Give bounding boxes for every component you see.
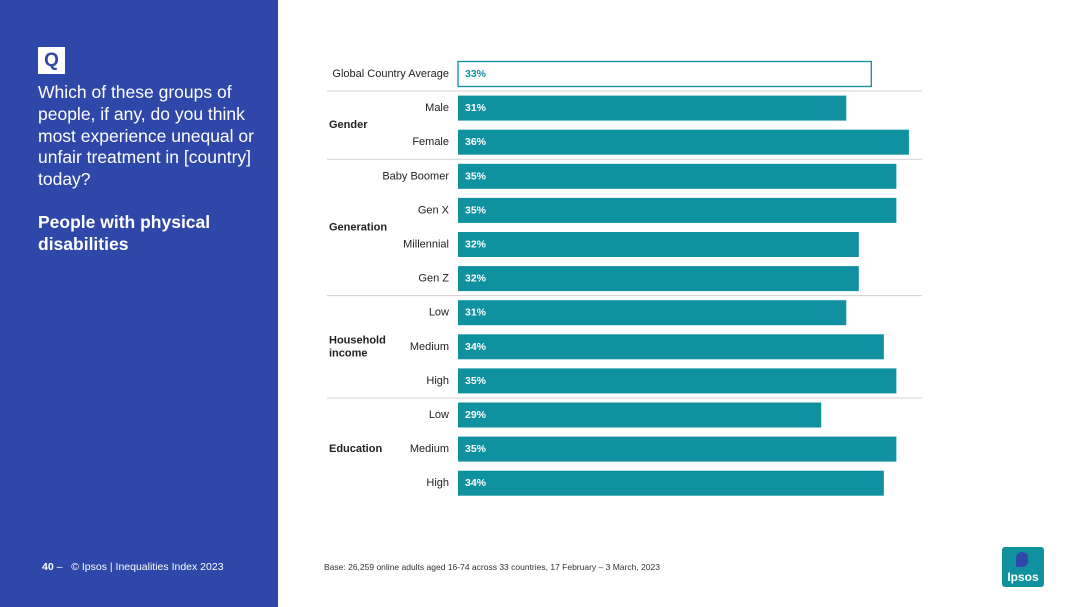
group-label: income — [329, 347, 368, 359]
bar — [458, 334, 884, 360]
data-label: 29% — [465, 409, 487, 421]
row-label: Millennial — [403, 239, 449, 251]
row-label: Medium — [410, 443, 449, 455]
row-label: Low — [429, 307, 449, 319]
bar — [458, 436, 897, 462]
ipsos-logo: Ipsos — [1002, 547, 1044, 587]
footer-source: 40 – © Ipsos | Inequalities Index 2023 — [42, 561, 224, 573]
row-label: Female — [412, 136, 449, 148]
group-label: Education — [329, 443, 382, 455]
data-label: 35% — [465, 204, 487, 216]
row-label: Gen X — [418, 204, 450, 216]
group-label: Generation — [329, 221, 387, 233]
bar — [458, 197, 897, 223]
question-badge: Q — [38, 47, 65, 74]
footer-copyright: © Ipsos | Inequalities Index 2023 — [71, 561, 224, 573]
data-label: 36% — [465, 136, 487, 148]
bar — [458, 470, 884, 496]
topic-title: People with physical disabilities — [38, 212, 211, 254]
bar — [458, 232, 859, 257]
group-label: Household — [329, 334, 386, 346]
row-label: Global Country Average — [332, 68, 449, 80]
bar — [458, 300, 847, 326]
footer-dash: – — [56, 561, 63, 573]
data-label: 33% — [465, 68, 487, 80]
data-label: 32% — [465, 273, 487, 285]
data-label: 35% — [465, 375, 487, 387]
average-bar — [457, 60, 872, 88]
data-label: 34% — [465, 477, 487, 489]
data-label: 35% — [465, 170, 487, 182]
base-note: Base: 26,259 online adults aged 16-74 ac… — [324, 562, 660, 572]
row-label: Low — [429, 409, 449, 421]
row-label: High — [426, 375, 449, 387]
row-label: High — [426, 477, 449, 489]
data-label: 35% — [465, 443, 487, 455]
bar — [458, 402, 822, 428]
bar — [458, 163, 897, 189]
row-label: Gen Z — [418, 273, 449, 285]
row-label: Medium — [410, 341, 449, 353]
row-label: Male — [425, 102, 449, 114]
row-label: Baby Boomer — [382, 170, 449, 182]
bar — [458, 95, 847, 121]
group-label: Gender — [329, 119, 368, 131]
data-label: 31% — [465, 307, 487, 319]
data-label: 31% — [465, 102, 487, 114]
ipsos-logo-text: Ipsos — [1007, 570, 1039, 584]
left-panel: Q Which of these groups of people, if an… — [0, 0, 278, 607]
bar — [458, 266, 859, 292]
question-text: Which of these groups of people, if any,… — [38, 82, 254, 190]
data-label: 32% — [465, 239, 487, 251]
page-number: 40 — [42, 561, 54, 573]
ipsos-logo-mark — [1016, 552, 1028, 567]
bar — [458, 368, 897, 394]
data-label: 34% — [465, 341, 487, 353]
bar — [458, 129, 909, 155]
